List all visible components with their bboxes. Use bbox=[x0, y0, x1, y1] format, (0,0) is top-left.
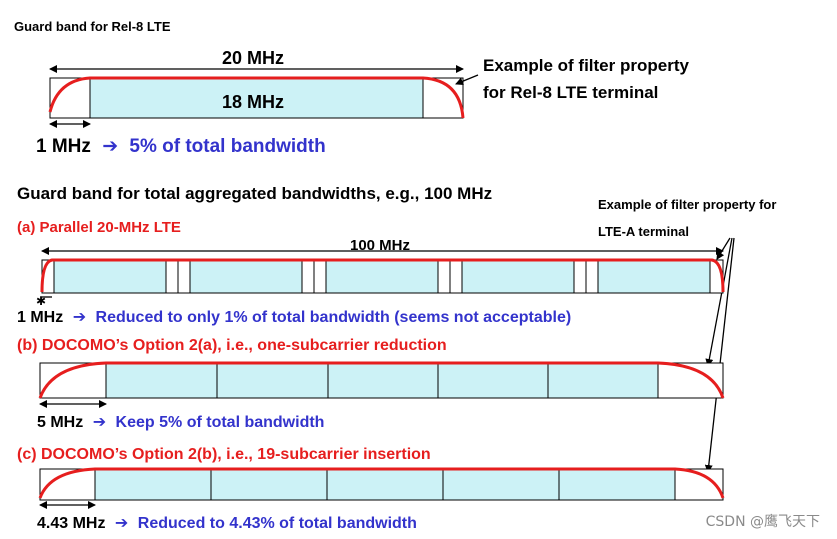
option-c-carrier-5 bbox=[558, 468, 676, 501]
rel8-filter-curve bbox=[48, 76, 465, 119]
option-b-arrow-glyph: ➔ bbox=[93, 414, 106, 431]
rel8-guard-value: 1 MHz bbox=[36, 136, 91, 157]
option-a-gap-3 bbox=[437, 259, 451, 294]
option-a-guard-text: Reduced to only 1% of total bandwidth (s… bbox=[96, 309, 572, 326]
option-c-guard-text: Reduced to 4.43% of total bandwidth bbox=[138, 515, 417, 532]
option-a-carrier-2 bbox=[189, 259, 303, 294]
option-c-guard-value: 4.43 MHz bbox=[37, 515, 105, 532]
option-a-gap-2 bbox=[301, 259, 315, 294]
option-a-title: (a) Parallel 20-MHz LTE bbox=[17, 219, 181, 236]
aggregated-heading: Guard band for total aggregated bandwidt… bbox=[17, 184, 492, 203]
option-b-carrier-5 bbox=[547, 362, 659, 399]
option-c-arrow-glyph: ➔ bbox=[115, 515, 128, 532]
option-b-title: (b) DOCOMO’s Option 2(a), i.e., one-subc… bbox=[17, 337, 447, 354]
option-c-carrier-3 bbox=[326, 468, 444, 501]
rel8-guard-line: 1 MHz ➔ 5% of total bandwidth bbox=[36, 136, 326, 157]
rel8-inner-band bbox=[89, 77, 424, 119]
ltea-filter-note-line1: Example of filter property for bbox=[598, 197, 776, 212]
ltea-filter-note-line2: LTE-A terminal bbox=[598, 224, 689, 239]
option-a-gap-4 bbox=[573, 259, 587, 294]
option-b-filter-curve bbox=[38, 361, 725, 399]
option-a-carrier-5 bbox=[597, 259, 711, 294]
option-a-filter-curve bbox=[40, 258, 725, 293]
option-b-carrier-2 bbox=[216, 362, 329, 399]
rel8-guard-text: 5% of total bandwidth bbox=[129, 136, 325, 157]
option-a-guard-value: 1 MHz bbox=[17, 309, 63, 326]
rel8-filter-pointer bbox=[455, 74, 479, 86]
rel8-total-bw-label: 20 MHz bbox=[222, 48, 284, 68]
option-a-carrier-1 bbox=[53, 259, 167, 294]
ltea-pointer-c bbox=[704, 237, 735, 473]
rel8-guard-arrow-glyph: ➔ bbox=[102, 136, 118, 157]
option-c-filter-curve bbox=[38, 467, 725, 499]
option-c-carrier-4 bbox=[442, 468, 560, 501]
option-a-total-bw-label: 100 MHz bbox=[350, 237, 410, 254]
rel8-filter-note-line1: Example of filter property bbox=[483, 56, 689, 75]
option-c-guard-line: 4.43 MHz ➔ Reduced to 4.43% of total ban… bbox=[37, 515, 417, 532]
option-a-gap-1 bbox=[165, 259, 179, 294]
option-b-carrier-4 bbox=[437, 362, 549, 399]
option-b-guard-value: 5 MHz bbox=[37, 414, 83, 431]
rel8-filter-note-line2: for Rel-8 LTE terminal bbox=[483, 83, 658, 102]
option-c-title: (c) DOCOMO’s Option 2(b), i.e., 19-subca… bbox=[17, 446, 431, 463]
rel8-heading: Guard band for Rel-8 LTE bbox=[14, 19, 171, 34]
option-c-carrier-2 bbox=[210, 468, 328, 501]
ltea-pointer-b bbox=[705, 237, 733, 367]
option-b-carrier-3 bbox=[327, 362, 439, 399]
option-c-carrier-1 bbox=[94, 468, 212, 501]
option-a-guard-star-icon: ✱ bbox=[36, 294, 46, 308]
option-a-guard-line: 1 MHz ➔ Reduced to only 1% of total band… bbox=[17, 309, 571, 326]
option-a-arrow-glyph: ➔ bbox=[73, 309, 86, 326]
option-b-carrier-1 bbox=[105, 362, 218, 399]
rel8-inner-bw-label: 18 MHz bbox=[222, 92, 284, 112]
option-b-guard-line: 5 MHz ➔ Keep 5% of total bandwidth bbox=[37, 414, 324, 431]
option-a-carrier-4 bbox=[461, 259, 575, 294]
option-a-carrier-3 bbox=[325, 259, 439, 294]
watermark: CSDN @鹰飞天下 bbox=[706, 514, 820, 530]
option-b-guard-text: Keep 5% of total bandwidth bbox=[116, 414, 325, 431]
